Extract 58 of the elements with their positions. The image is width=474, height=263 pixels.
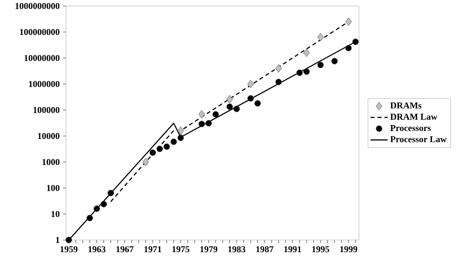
x-tick-label: 1987 [256,246,274,252]
x-tick-label: 1983 [228,246,246,252]
point [108,190,114,196]
x-tick-label: 1995 [312,246,330,252]
y-tick-label: 100 [47,184,60,192]
x-tick-label: 1991 [284,246,302,252]
point [247,80,254,88]
point [170,138,177,145]
x-tick-label: 1959 [60,246,78,252]
legend-label: DRAMs [390,102,422,108]
x-tick-label: 1979 [200,246,218,252]
point [94,205,100,212]
point [352,38,359,45]
y-tick-label: 10 [52,210,60,218]
legend-label: Processors [390,125,431,132]
y-tick-label: 1000 [42,158,60,166]
y-tick-label: 10000000 [24,54,60,62]
point [100,200,107,208]
point [156,146,163,152]
x-tick-label: 1975 [172,246,190,252]
x-tick-label: 1963 [88,246,106,252]
point [177,126,184,135]
point [317,33,324,42]
point [233,106,240,112]
legend-label: Processor Law [390,136,447,142]
point [345,44,352,52]
point [142,158,149,166]
point [254,100,261,107]
point [303,48,310,57]
point [177,134,184,142]
point [226,103,233,110]
point [275,64,282,73]
point [198,110,205,119]
point [150,149,156,156]
point [303,68,310,75]
point [345,17,352,26]
point [66,236,72,244]
y-tick-label: 1000000000 [16,2,60,10]
x-tick-label: 1999 [340,246,358,252]
point [198,120,205,128]
y-tick-label: 1000000 [29,80,60,88]
y-tick-label: 10000 [38,132,60,140]
legend-label: DRAM Law [390,114,438,120]
point [205,120,212,126]
y-tick-label: 100000 [34,106,60,114]
point [317,62,324,68]
y-tick-label: 100000000 [20,28,60,36]
point [86,214,93,222]
x-tick-label: 1967 [116,246,134,252]
point [226,95,233,104]
point [275,78,282,86]
point [247,95,254,102]
y-tick-label: 1 [56,237,60,243]
x-tick-label: 1971 [144,246,162,252]
point [212,111,219,118]
point [164,143,170,150]
point [296,70,303,76]
point [331,58,338,64]
